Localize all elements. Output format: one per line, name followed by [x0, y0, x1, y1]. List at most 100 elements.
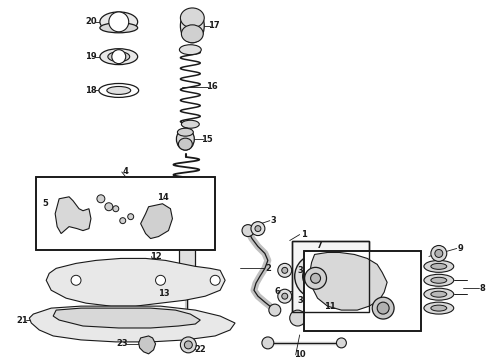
Circle shape	[269, 304, 281, 316]
Ellipse shape	[424, 274, 454, 286]
Circle shape	[337, 338, 346, 348]
Circle shape	[278, 289, 292, 303]
Ellipse shape	[100, 23, 138, 33]
Circle shape	[311, 273, 320, 283]
Text: 2: 2	[265, 264, 271, 273]
Circle shape	[294, 255, 339, 298]
Circle shape	[71, 275, 81, 285]
Circle shape	[340, 290, 347, 298]
Text: 4: 4	[123, 167, 129, 176]
Text: 19: 19	[85, 52, 97, 61]
Text: 10: 10	[294, 350, 305, 359]
Circle shape	[377, 302, 389, 314]
Ellipse shape	[424, 260, 454, 272]
Polygon shape	[310, 252, 387, 310]
Circle shape	[290, 310, 306, 326]
Circle shape	[155, 275, 166, 285]
Circle shape	[305, 267, 326, 289]
Circle shape	[340, 258, 347, 266]
Circle shape	[278, 264, 292, 277]
Text: 8: 8	[480, 284, 486, 293]
Circle shape	[282, 267, 288, 273]
Circle shape	[97, 195, 105, 203]
Ellipse shape	[431, 264, 447, 269]
Ellipse shape	[180, 9, 204, 43]
Text: 5: 5	[42, 199, 48, 208]
Text: 21: 21	[17, 316, 28, 325]
Text: 18: 18	[85, 86, 97, 95]
Polygon shape	[53, 308, 200, 328]
Bar	[292, 240, 369, 312]
Ellipse shape	[424, 302, 454, 314]
Circle shape	[109, 12, 129, 32]
Circle shape	[180, 337, 196, 353]
Text: 17: 17	[208, 21, 220, 30]
Text: 20: 20	[85, 17, 97, 26]
Text: 15: 15	[201, 135, 213, 144]
Ellipse shape	[176, 128, 195, 150]
Ellipse shape	[177, 128, 194, 136]
Bar	[36, 177, 215, 251]
Ellipse shape	[181, 120, 199, 128]
Circle shape	[120, 218, 126, 224]
Circle shape	[113, 206, 119, 212]
Circle shape	[372, 297, 394, 319]
Bar	[292, 240, 369, 312]
Bar	[304, 252, 421, 331]
Ellipse shape	[431, 305, 447, 311]
Text: 6: 6	[275, 287, 281, 296]
Ellipse shape	[178, 138, 192, 150]
Text: 14: 14	[157, 193, 169, 202]
Circle shape	[431, 246, 447, 261]
Polygon shape	[29, 306, 235, 342]
Ellipse shape	[179, 234, 196, 243]
Circle shape	[303, 262, 330, 290]
Ellipse shape	[431, 277, 447, 283]
Ellipse shape	[431, 291, 447, 297]
Circle shape	[343, 269, 360, 287]
Text: 22: 22	[195, 345, 206, 354]
Circle shape	[310, 269, 323, 283]
Text: 13: 13	[158, 289, 170, 298]
Circle shape	[128, 214, 134, 220]
Circle shape	[255, 226, 261, 231]
Text: 12: 12	[149, 252, 161, 261]
Text: 3: 3	[271, 216, 277, 225]
Circle shape	[210, 275, 220, 285]
Circle shape	[184, 341, 192, 349]
Polygon shape	[46, 258, 225, 306]
Circle shape	[105, 203, 113, 211]
Text: 7: 7	[317, 241, 322, 250]
Text: 9: 9	[458, 244, 464, 253]
Circle shape	[282, 293, 288, 299]
Polygon shape	[55, 197, 91, 234]
Ellipse shape	[179, 45, 201, 55]
Ellipse shape	[180, 8, 204, 28]
Polygon shape	[141, 204, 172, 239]
Circle shape	[347, 274, 355, 282]
Circle shape	[335, 253, 352, 271]
Circle shape	[242, 225, 254, 237]
Text: 16: 16	[206, 82, 218, 91]
Ellipse shape	[181, 25, 203, 43]
Ellipse shape	[100, 12, 138, 32]
Ellipse shape	[107, 86, 131, 94]
Text: 3: 3	[298, 296, 303, 305]
Text: 23: 23	[116, 339, 127, 348]
Text: 3: 3	[298, 266, 303, 275]
Circle shape	[361, 312, 373, 324]
Bar	[179, 240, 196, 275]
Circle shape	[251, 222, 265, 235]
Circle shape	[335, 285, 352, 303]
Ellipse shape	[99, 84, 139, 98]
Circle shape	[112, 50, 126, 64]
Ellipse shape	[100, 49, 138, 64]
Ellipse shape	[424, 288, 454, 300]
Text: 11: 11	[323, 302, 335, 311]
Polygon shape	[139, 336, 155, 354]
Bar	[304, 252, 421, 331]
Circle shape	[262, 337, 274, 349]
Circle shape	[435, 249, 443, 257]
Ellipse shape	[108, 52, 130, 62]
Text: 1: 1	[301, 230, 307, 239]
